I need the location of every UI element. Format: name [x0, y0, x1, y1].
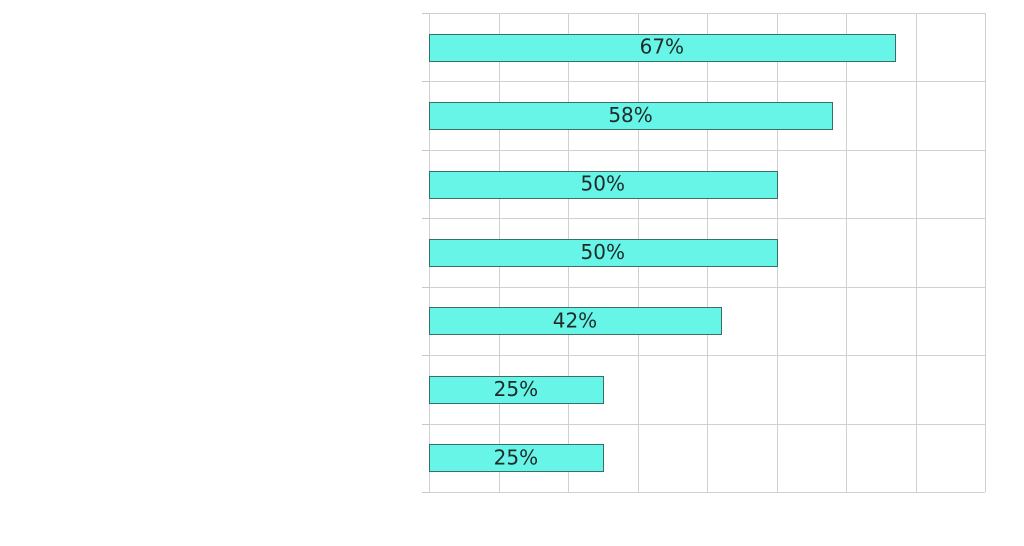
bars [429, 34, 896, 472]
bar-value-label: 67% [640, 35, 684, 59]
bar-value-label: 25% [494, 445, 538, 469]
bar [429, 102, 833, 130]
bar [429, 376, 604, 404]
bar-value-label: 42% [553, 308, 597, 332]
bar [429, 34, 896, 62]
bar [429, 171, 778, 199]
bar-value-label: 58% [608, 103, 652, 127]
bar [429, 444, 604, 472]
bar-value-label: 50% [581, 240, 625, 264]
data-labels: 67% 58% 50% 50% 42% 25% 25% [494, 35, 684, 470]
bar [429, 239, 778, 267]
y-axis-ticks [422, 13, 429, 493]
bar [429, 307, 722, 335]
bar-value-label: 50% [581, 172, 625, 196]
bar-value-label: 25% [494, 377, 538, 401]
